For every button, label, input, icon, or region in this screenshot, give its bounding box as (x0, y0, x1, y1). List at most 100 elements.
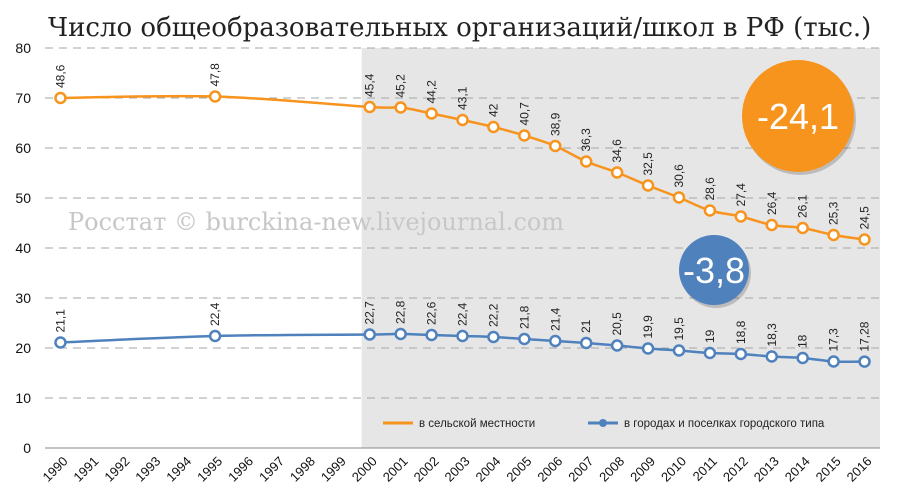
series-0-point (518, 129, 531, 142)
series-0-data-label: 25,3 (827, 201, 841, 225)
x-tick-label: 2004 (472, 454, 503, 485)
x-tick-label: 2014 (782, 454, 813, 485)
series-1-data-label: 21 (579, 319, 593, 333)
series-1-point (858, 355, 871, 368)
series-1-data-label: 22,2 (486, 303, 500, 327)
series-0-data-label: 42 (486, 103, 500, 117)
series-0-data-label: 34,6 (610, 139, 624, 163)
x-tick-label: 2008 (596, 454, 627, 485)
series-1-data-label: 21,8 (517, 305, 531, 329)
series-1-point (549, 334, 562, 348)
x-tick-label: 1993 (132, 454, 163, 485)
series-1-data-label: 22,6 (425, 301, 439, 325)
series-0-data-label: 40,7 (517, 102, 531, 126)
y-tick-label: 20 (15, 340, 31, 356)
series-1-point (54, 336, 67, 349)
series-0-point (425, 107, 438, 120)
series-0-point (672, 191, 686, 204)
series-1-point (456, 329, 469, 343)
series-0-data-label: 45,4 (363, 73, 377, 97)
annotation-bubble (742, 60, 854, 172)
series-0-data-label: 45,2 (394, 74, 408, 98)
series-1-data-label: 19,9 (641, 315, 655, 339)
x-tick-label: 2009 (627, 454, 658, 485)
x-tick-label: 2012 (720, 454, 751, 485)
series-0-data-label: 48,6 (53, 64, 67, 88)
x-tick-label: 1999 (318, 454, 349, 485)
series-1-data-label: 21,4 (548, 307, 562, 331)
series-0-point (208, 90, 222, 103)
series-1-data-label: 17,28 (858, 321, 872, 351)
series-1-point (487, 330, 500, 344)
series-0-point (549, 139, 562, 153)
series-1-point (394, 327, 407, 341)
series-0-data-label: 26,1 (796, 194, 810, 218)
series-0-data-label: 44,2 (425, 80, 439, 104)
series-0-point (827, 228, 840, 242)
legend-label: в городах и поселках городского типа (624, 418, 825, 430)
annotation-bubble (679, 235, 749, 305)
series-1-data-label: 22,4 (456, 302, 470, 326)
x-tick-label: 2011 (690, 454, 720, 484)
series-0-point (487, 120, 500, 134)
series-1-point (518, 332, 531, 346)
series-0-data-label: 26,4 (765, 191, 779, 215)
x-tick-label: 2016 (844, 454, 875, 485)
x-tick-label: 1994 (163, 454, 194, 485)
series-0-data-label: 47,8 (208, 63, 222, 87)
series-1-data-label: 17,3 (827, 328, 841, 352)
x-tick-label: 1995 (194, 454, 225, 485)
chart-title: Число общеобразовательных организаций/шк… (48, 13, 871, 43)
series-1-point (703, 346, 717, 360)
series-1-point (734, 347, 748, 361)
series-1-point (208, 329, 222, 343)
x-tick-label: 1991 (70, 454, 101, 485)
x-tick-label: 1990 (40, 454, 71, 485)
series-0-point (765, 218, 779, 232)
series-1-data-label: 18,3 (765, 323, 779, 347)
watermark-text: Росстат © burckina-new.livejournal.com (68, 208, 564, 236)
series-0-data-label: 38,9 (548, 112, 562, 136)
x-tick-label: 2002 (411, 454, 442, 485)
series-1-point (796, 351, 809, 365)
y-tick-label: 80 (15, 40, 31, 56)
series-0-data-label: 43,1 (456, 86, 470, 110)
series-0-point (394, 101, 407, 114)
series-1-data-label: 19 (703, 329, 717, 343)
series-0-data-label: 27,4 (734, 183, 748, 207)
y-tick-label: 0 (23, 440, 31, 456)
annotation-text: -3,8 (683, 250, 745, 291)
series-0-point (858, 233, 871, 246)
x-tick-label: 2001 (380, 454, 411, 485)
series-0-data-label: 32,5 (641, 152, 655, 176)
series-0-point (734, 210, 748, 223)
x-tick-label: 2003 (442, 454, 473, 485)
x-tick-label: 2006 (534, 454, 565, 485)
x-tick-label: 1996 (225, 454, 256, 485)
series-1-point (363, 328, 376, 341)
x-tick-label: 1997 (256, 454, 287, 485)
series-1-data-label: 21,1 (53, 309, 67, 333)
series-0-point (703, 204, 717, 217)
series-1-data-label: 18 (796, 334, 810, 348)
series-0-point (363, 100, 376, 114)
x-tick-label: 1998 (287, 454, 318, 485)
series-0-data-label: 30,6 (672, 164, 686, 188)
series-1-point (425, 328, 438, 342)
x-tick-label: 1992 (101, 454, 132, 485)
series-0-data-label: 36,3 (579, 128, 593, 152)
x-tick-label: 2000 (349, 454, 380, 485)
y-tick-label: 70 (15, 90, 31, 106)
series-1-point (672, 344, 686, 357)
series-0-data-label: 28,6 (703, 177, 717, 201)
series-1-data-label: 19,5 (672, 317, 686, 341)
series-1-data-label: 18,8 (734, 320, 748, 344)
series-1-point (641, 342, 655, 355)
series-0-point (579, 155, 593, 168)
series-0-data-label: 24,5 (858, 206, 872, 230)
series-0-point (456, 113, 469, 127)
series-1-data-label: 22,4 (208, 302, 222, 326)
y-tick-label: 40 (15, 240, 31, 256)
